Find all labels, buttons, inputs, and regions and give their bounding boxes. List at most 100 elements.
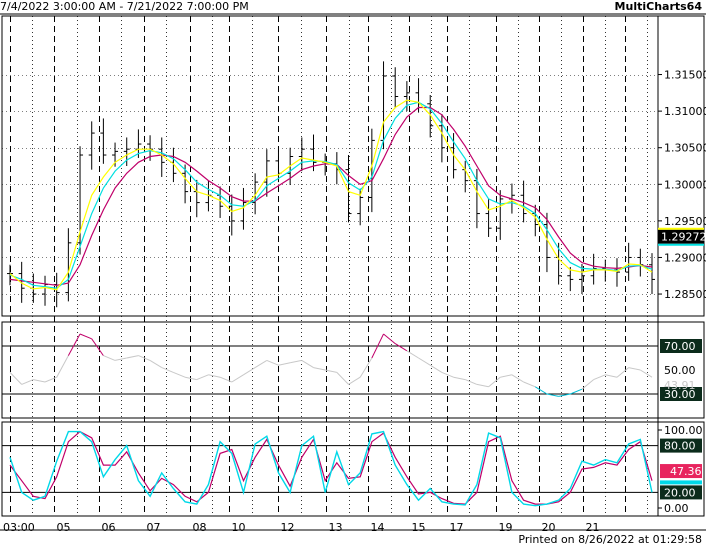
price-tick-label: 1.28500: [664, 288, 706, 301]
rsi-segment: [103, 355, 116, 361]
time-tick-label: 07: [147, 521, 161, 534]
rsi-segment: [79, 333, 92, 340]
rsi-segment: [138, 355, 151, 361]
stoch-tick-label: 0.00: [664, 502, 689, 515]
rsi-segment: [371, 333, 384, 359]
rsi-segment: [476, 383, 489, 388]
price-tick-label: 1.31000: [664, 105, 706, 118]
rsi-segment: [266, 359, 279, 366]
rsi-segment: [290, 359, 302, 364]
rsi-segment: [254, 359, 268, 369]
price-tick-label: 1.31500: [664, 69, 706, 82]
rsi-segment: [500, 374, 513, 378]
stoch-tick-label: 100.00: [664, 424, 703, 437]
panel-frame: [1, 421, 705, 517]
rsi-segment: [231, 374, 244, 383]
rsi-segment: [114, 357, 127, 361]
time-tick-label: 06: [102, 521, 116, 534]
rsi-segment: [441, 371, 454, 378]
rsi-segment: [570, 388, 583, 395]
stoch-level-label: 20.00: [664, 486, 696, 499]
rsi-segment: [161, 367, 174, 373]
rsi-segment: [325, 369, 337, 373]
time-tick-label: 14: [371, 521, 385, 534]
stoch-d-value-label: 47.36: [670, 465, 702, 478]
stoch-level-label: 80.00: [664, 440, 696, 453]
rsi-segment: [535, 386, 548, 395]
rsi-segment: [546, 393, 559, 397]
rsi-segment: [453, 376, 466, 381]
rsi-level-box: [660, 387, 702, 401]
price-panel: [7, 61, 655, 308]
time-tick-label: 20: [542, 521, 556, 534]
rsi-segment: [605, 374, 618, 378]
rsi-segment: [21, 379, 34, 385]
rsi-segment: [511, 374, 524, 383]
rsi-segment: [33, 379, 46, 383]
rsi-segment: [383, 333, 396, 344]
rsi-segment: [56, 355, 69, 378]
rsi-segment: [465, 379, 478, 385]
time-tick-label: 15: [412, 521, 426, 534]
rsi-segment: [616, 367, 629, 378]
stoch-k-marker: [660, 480, 702, 485]
rsi-segment: [196, 374, 209, 381]
time-tick-label: 10: [232, 521, 246, 534]
rsi-segment: [184, 376, 197, 381]
rsi-segment: [44, 376, 57, 383]
time-tick-label: 08: [193, 521, 207, 534]
rsi-segment: [219, 376, 232, 383]
rsi-segment: [149, 359, 163, 369]
time-tick-label: 03:00: [3, 521, 35, 534]
rsi-level-label: 70.00: [664, 340, 696, 353]
stoch-d-line: [9, 430, 653, 505]
time-tick-label: 19: [499, 521, 513, 534]
panel-frames: [0, 13, 706, 531]
time-tick-label: 12: [281, 521, 295, 534]
price-tick-label: 1.29500: [664, 215, 706, 228]
rsi-segment: [593, 374, 606, 381]
time-tick-label: 05: [57, 521, 71, 534]
rsi-segment: [348, 376, 361, 385]
panel-frame: [1, 321, 705, 419]
price-tick-label: 1.30500: [664, 142, 706, 155]
current-price-box: [658, 229, 704, 244]
rsi-segment: [313, 367, 326, 371]
rsi-segment: [91, 338, 104, 356]
rsi-segment: [394, 343, 408, 352]
rsi-segment: [336, 372, 349, 385]
time-tick-label: 17: [450, 521, 464, 534]
rsi-segment: [173, 371, 186, 378]
rsi-segment: [429, 364, 443, 373]
rsi-segment: [523, 381, 536, 388]
rsi-segment: [558, 393, 571, 397]
rsi-segment: [640, 369, 653, 378]
rsi-segment: [628, 367, 641, 371]
ma-mid-line: [9, 101, 653, 289]
rsi-tick-label: 50.00: [664, 364, 696, 377]
stoch-d-value-box: [660, 464, 702, 479]
rsi-segment: [126, 355, 139, 359]
rsi-segment: [418, 357, 431, 366]
rsi-segment: [67, 333, 81, 356]
stoch-level-box: [660, 438, 702, 453]
time-tick-label: 21: [586, 521, 600, 534]
rsi-segment: [406, 350, 419, 359]
current-price-label: 1.29272: [661, 231, 706, 244]
ma-fast-line: [9, 99, 653, 291]
rsi-segment: [581, 379, 594, 390]
printed-timestamp: Printed on 8/26/2022 at 01:29:58: [518, 533, 702, 546]
rsi-level-box: [660, 339, 702, 353]
price-axis-labels: 1.31500 1.31000 1.30500 1.30000 1.29500 1.290…: [658, 69, 706, 301]
panel-frame: [1, 15, 705, 317]
time-axis: 03:00 05 06 07 08 10 12 13 14 15 17 19 20 21: [3, 521, 600, 534]
stoch-level-box: [660, 485, 702, 500]
rsi-segment: [488, 376, 501, 388]
grid-lines: [2, 16, 658, 516]
rsi-segment: [359, 357, 373, 378]
price-tick-label: 1.29000: [664, 251, 706, 264]
rsi-segment: [301, 359, 314, 369]
